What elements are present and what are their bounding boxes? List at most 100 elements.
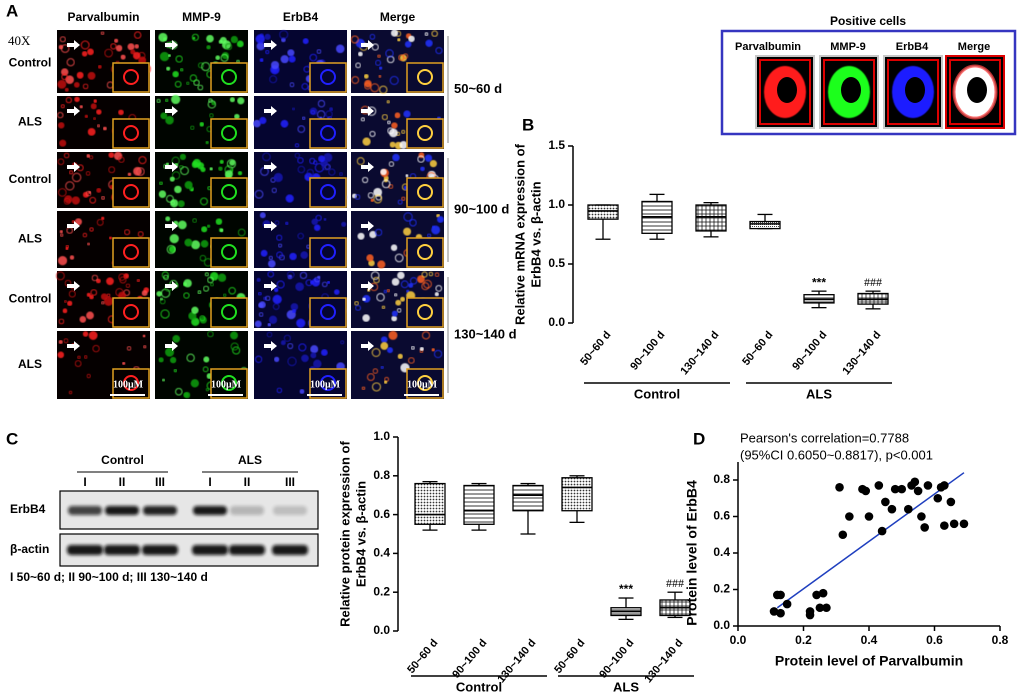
cell: [380, 342, 389, 350]
inset: [406, 368, 444, 399]
cell: [58, 339, 63, 345]
cell: [64, 195, 73, 204]
inset: [309, 368, 347, 399]
cell: [357, 232, 365, 240]
cell: [93, 99, 98, 103]
cell: [424, 32, 429, 37]
cell: [268, 315, 278, 324]
cell: [280, 119, 289, 128]
arrow: [361, 106, 374, 116]
cell: [309, 157, 316, 165]
inset-column-label: ErbB4: [896, 41, 929, 53]
cell: [106, 277, 114, 286]
cell: [408, 282, 414, 288]
arrow: [264, 221, 277, 231]
cell: [136, 167, 145, 176]
cell: [267, 259, 276, 268]
inset: [309, 62, 347, 93]
cell: [175, 55, 183, 63]
inset-cell: [417, 375, 433, 391]
inset-cell: [320, 69, 336, 85]
cell: [63, 197, 71, 205]
y-tick-label: 0.0: [548, 315, 565, 329]
y-axis-label: ErbB4 vs. β-actin: [528, 181, 543, 287]
inset: [309, 237, 347, 268]
cell: [256, 277, 261, 283]
cell-nucleus: [905, 77, 925, 103]
point: [861, 486, 871, 496]
cell: [267, 322, 272, 327]
cell: [392, 153, 400, 162]
cell: [255, 34, 265, 44]
cell: [63, 338, 69, 344]
cell: [400, 280, 409, 289]
cell: [258, 301, 266, 309]
y-tick-label: 0.4: [713, 545, 730, 559]
cell: [361, 386, 366, 391]
point: [874, 481, 884, 490]
inset-column-label: MMP-9: [830, 41, 865, 53]
cell: [371, 348, 381, 357]
cell: [386, 288, 391, 293]
cell: [76, 71, 84, 79]
row-label: ALS: [18, 115, 42, 129]
cell: [89, 196, 97, 204]
cell: [393, 293, 398, 297]
arrow: [264, 40, 277, 50]
band: [230, 506, 264, 515]
cell: [167, 54, 171, 58]
cell: [259, 212, 266, 219]
cell: [291, 107, 296, 111]
band: [104, 545, 140, 555]
cell: [158, 32, 168, 42]
cell: [397, 271, 405, 280]
point: [949, 519, 959, 529]
panel-letter: D: [693, 429, 705, 448]
cell: [379, 85, 388, 94]
inset-cell: [320, 244, 336, 260]
arrow: [165, 221, 178, 231]
y-tick-label: 0.8: [373, 468, 390, 482]
point: [815, 603, 825, 613]
lane-label: III: [155, 475, 165, 489]
cell: [100, 31, 105, 36]
inset-cell: [417, 184, 433, 200]
cell: [88, 331, 98, 340]
point: [877, 526, 887, 536]
cell: [65, 246, 69, 251]
cell: [296, 318, 306, 328]
inset-cell: [221, 304, 237, 320]
scale-label: 100μM: [113, 379, 144, 390]
cell: [306, 168, 314, 177]
cell: [127, 43, 135, 51]
point: [897, 484, 907, 494]
cell: [274, 220, 280, 226]
cell: [191, 306, 199, 314]
y-tick-label: 0.8: [713, 472, 730, 486]
band: [273, 506, 307, 515]
box: [561, 477, 593, 512]
point: [959, 519, 969, 529]
band: [105, 506, 139, 515]
cell: [207, 100, 217, 109]
inset-frame: [720, 29, 1017, 136]
cell: [136, 278, 140, 283]
band: [229, 545, 265, 555]
cell: [321, 281, 328, 288]
inset-cell: [123, 69, 139, 85]
cell: [74, 360, 82, 368]
cell: [299, 388, 305, 395]
cell: [58, 44, 64, 50]
magnification: 40X: [8, 33, 31, 48]
cell: [305, 279, 313, 287]
cell: [360, 117, 366, 122]
inset: [210, 297, 248, 328]
cell: [375, 59, 382, 66]
inset-cell: [320, 375, 336, 391]
cell: [169, 176, 175, 182]
cell: [122, 361, 126, 366]
cell: [113, 38, 119, 43]
cell: [273, 287, 279, 293]
point: [913, 486, 923, 496]
cell: [425, 39, 433, 47]
